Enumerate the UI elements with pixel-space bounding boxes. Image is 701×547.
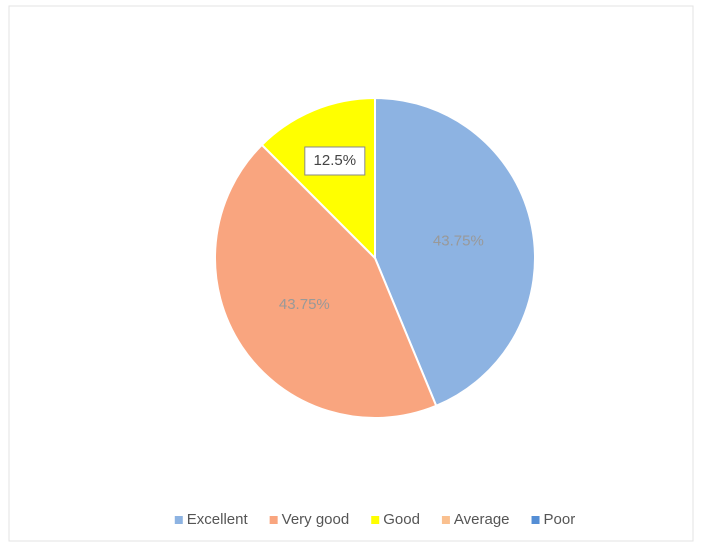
legend-label: Poor xyxy=(544,511,576,528)
pie-slice xyxy=(260,96,376,261)
data-label: 43.75% xyxy=(279,296,330,313)
legend-swatch xyxy=(531,516,540,524)
data-label: 43.75% xyxy=(433,232,484,249)
legend-swatch xyxy=(174,516,183,524)
legend-swatch xyxy=(269,516,278,524)
data-label: 12.5% xyxy=(314,152,357,169)
legend-label: Good xyxy=(383,511,420,528)
legend-label: Average xyxy=(454,511,510,528)
legend-label: Excellent xyxy=(187,511,249,528)
legend-swatch xyxy=(371,516,380,524)
legend-swatch xyxy=(441,516,450,524)
pie-slice xyxy=(374,96,536,408)
pie-slice xyxy=(214,143,438,419)
label-box xyxy=(304,146,366,176)
legend-label: Very good xyxy=(282,511,350,528)
